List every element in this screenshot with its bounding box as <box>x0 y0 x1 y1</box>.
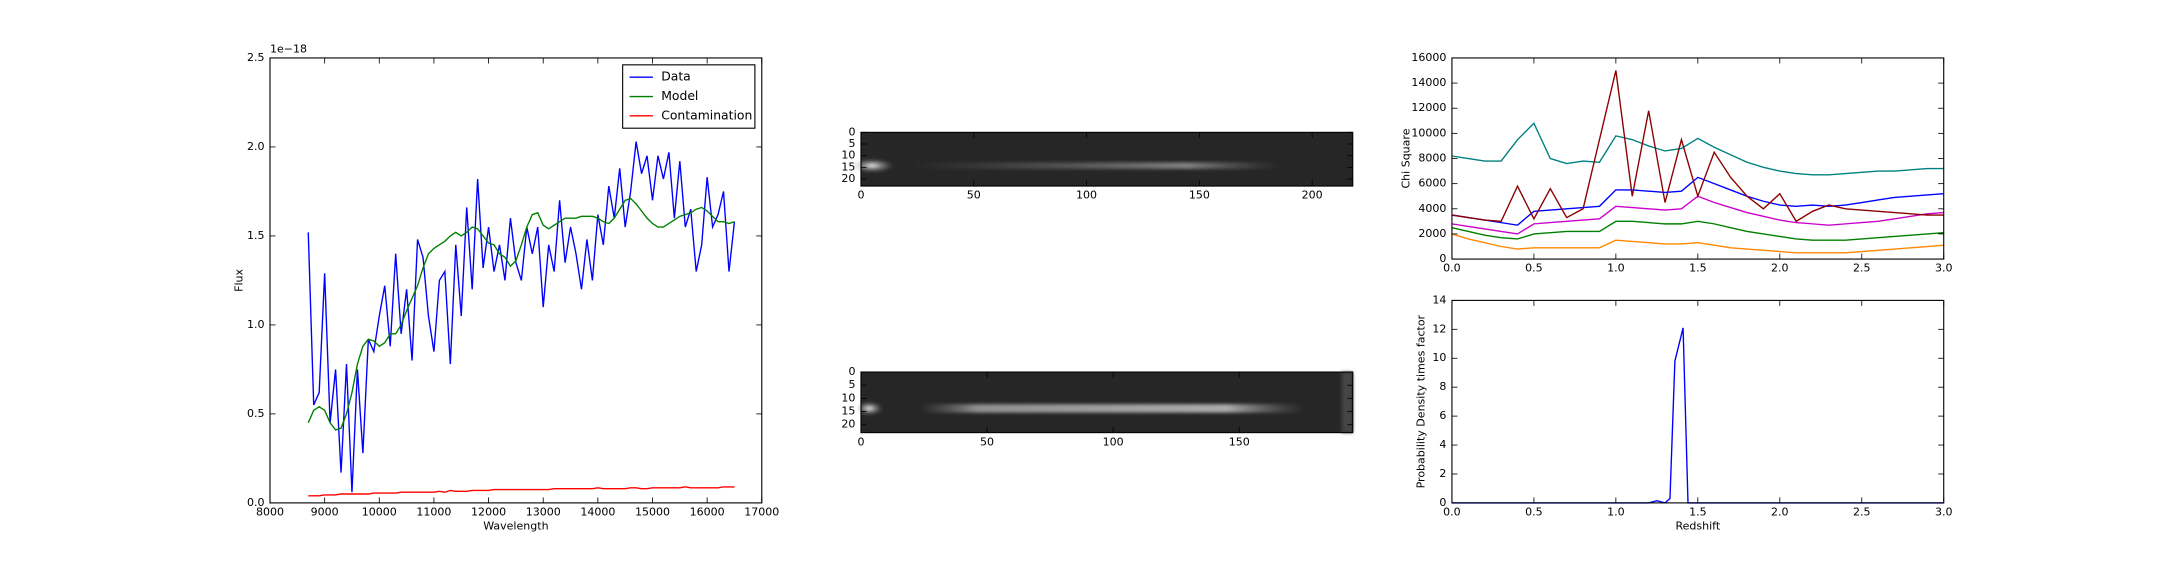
y-tick-label: 10 <box>841 391 855 404</box>
x-tick-label: 14000 <box>580 506 615 519</box>
x-tick-label: 3.0 <box>1935 262 1953 275</box>
x-tick-label: 1.0 <box>1607 506 1625 519</box>
x-tick-label: 50 <box>980 435 994 448</box>
x-tick-label: 8000 <box>256 506 284 519</box>
y-tick-label: 10000 <box>1411 126 1446 139</box>
y-tick-label: 0.5 <box>247 407 265 420</box>
axis-offset-label: 1e−18 <box>270 43 307 56</box>
y-tick-label: 6000 <box>1418 177 1446 190</box>
x-tick-label: 150 <box>1229 435 1250 448</box>
y-tick-label: 0.0 <box>247 496 265 509</box>
x-tick-label: 1.5 <box>1689 262 1707 275</box>
data-line <box>1451 70 1944 223</box>
x-tick-label: 100 <box>1103 435 1124 448</box>
data-line <box>1451 327 1944 504</box>
data-line <box>307 197 735 431</box>
x-tick-label: 0.5 <box>1525 262 1543 275</box>
y-axis-label: Flux <box>233 268 246 291</box>
x-axis-label: Redshift <box>1675 519 1720 532</box>
y-tick-label: 20 <box>841 418 855 431</box>
axes-frame <box>269 57 763 504</box>
data-line <box>1451 233 1944 254</box>
y-tick-label: 14 <box>1432 293 1446 306</box>
y-tick-label: 10 <box>841 149 855 162</box>
y-tick-label: 16000 <box>1411 51 1446 64</box>
y-tick-label: 2.5 <box>247 51 265 64</box>
y-tick-label: 2000 <box>1418 227 1446 240</box>
x-tick-label: 13000 <box>526 506 561 519</box>
bright-spot <box>849 158 895 173</box>
x-tick-label: 2.0 <box>1771 262 1789 275</box>
x-tick-label: 0.0 <box>1443 506 1461 519</box>
legend-label: Data <box>661 69 691 84</box>
x-tick-label: 0 <box>857 189 864 202</box>
x-tick-label: 2.0 <box>1771 506 1789 519</box>
legend-label: Contamination <box>661 107 752 122</box>
y-tick-label: 2 <box>1439 467 1446 480</box>
x-axis-label: Wavelength <box>483 519 548 532</box>
edge-strip <box>1341 372 1353 433</box>
data-line <box>308 486 735 497</box>
y-tick-label: 10 <box>1432 351 1446 364</box>
x-tick-label: 3.0 <box>1935 506 1953 519</box>
y-tick-label: 15 <box>841 160 855 173</box>
y-tick-label: 1.0 <box>247 318 265 331</box>
data-line <box>1451 176 1944 226</box>
y-axis-label: Probability Density times factor <box>1415 314 1428 488</box>
y-tick-label: 6 <box>1439 409 1446 422</box>
y-tick-label: 4000 <box>1418 202 1446 215</box>
x-tick-label: 0.5 <box>1525 506 1543 519</box>
x-tick-label: 2.5 <box>1853 506 1871 519</box>
spectrum-image <box>860 132 1353 187</box>
y-tick-label: 8 <box>1439 380 1446 393</box>
y-tick-label: 0 <box>1439 252 1446 265</box>
x-tick-label: 1.0 <box>1607 262 1625 275</box>
trace-streak <box>910 162 1279 169</box>
data-line <box>1451 122 1944 176</box>
y-tick-label: 0 <box>1439 496 1446 509</box>
x-tick-label: 150 <box>1189 189 1210 202</box>
y-tick-label: 1.5 <box>247 229 265 242</box>
trace-streak <box>919 404 1304 413</box>
y-tick-label: 0 <box>848 125 855 138</box>
x-tick-label: 0 <box>857 435 864 448</box>
data-line <box>1451 220 1944 241</box>
x-tick-label: 9000 <box>311 506 339 519</box>
y-tick-label: 12000 <box>1411 101 1446 114</box>
y-tick-label: 5 <box>848 137 855 150</box>
x-tick-label: 1.5 <box>1689 506 1707 519</box>
axes-frame <box>860 131 1354 187</box>
data-line <box>307 141 736 493</box>
axes-frame <box>1451 299 1945 504</box>
x-tick-label: 0.0 <box>1443 262 1461 275</box>
y-tick-label: 14000 <box>1411 76 1446 89</box>
bright-spot <box>855 401 884 416</box>
y-tick-label: 15 <box>841 405 855 418</box>
y-tick-label: 0 <box>848 365 855 378</box>
x-tick-label: 15000 <box>635 506 670 519</box>
legend-label: Model <box>661 88 698 103</box>
y-tick-label: 8000 <box>1418 152 1446 165</box>
x-tick-label: 16000 <box>690 506 725 519</box>
x-tick-label: 11000 <box>416 506 451 519</box>
y-tick-label: 20 <box>841 172 855 185</box>
y-tick-label: 4 <box>1439 438 1446 451</box>
x-tick-label: 17000 <box>744 506 779 519</box>
y-tick-label: 5 <box>848 378 855 391</box>
x-tick-label: 200 <box>1302 189 1323 202</box>
spectrum-image <box>860 372 1353 433</box>
x-tick-label: 2.5 <box>1853 262 1871 275</box>
y-axis-label: Chi Square <box>1399 128 1412 188</box>
y-tick-label: 2.0 <box>247 140 265 153</box>
x-tick-label: 10000 <box>362 506 397 519</box>
x-tick-label: 100 <box>1076 189 1097 202</box>
axes-frame <box>860 371 1354 434</box>
y-tick-label: 12 <box>1432 322 1446 335</box>
x-tick-label: 50 <box>967 189 981 202</box>
x-tick-label: 12000 <box>471 506 506 519</box>
